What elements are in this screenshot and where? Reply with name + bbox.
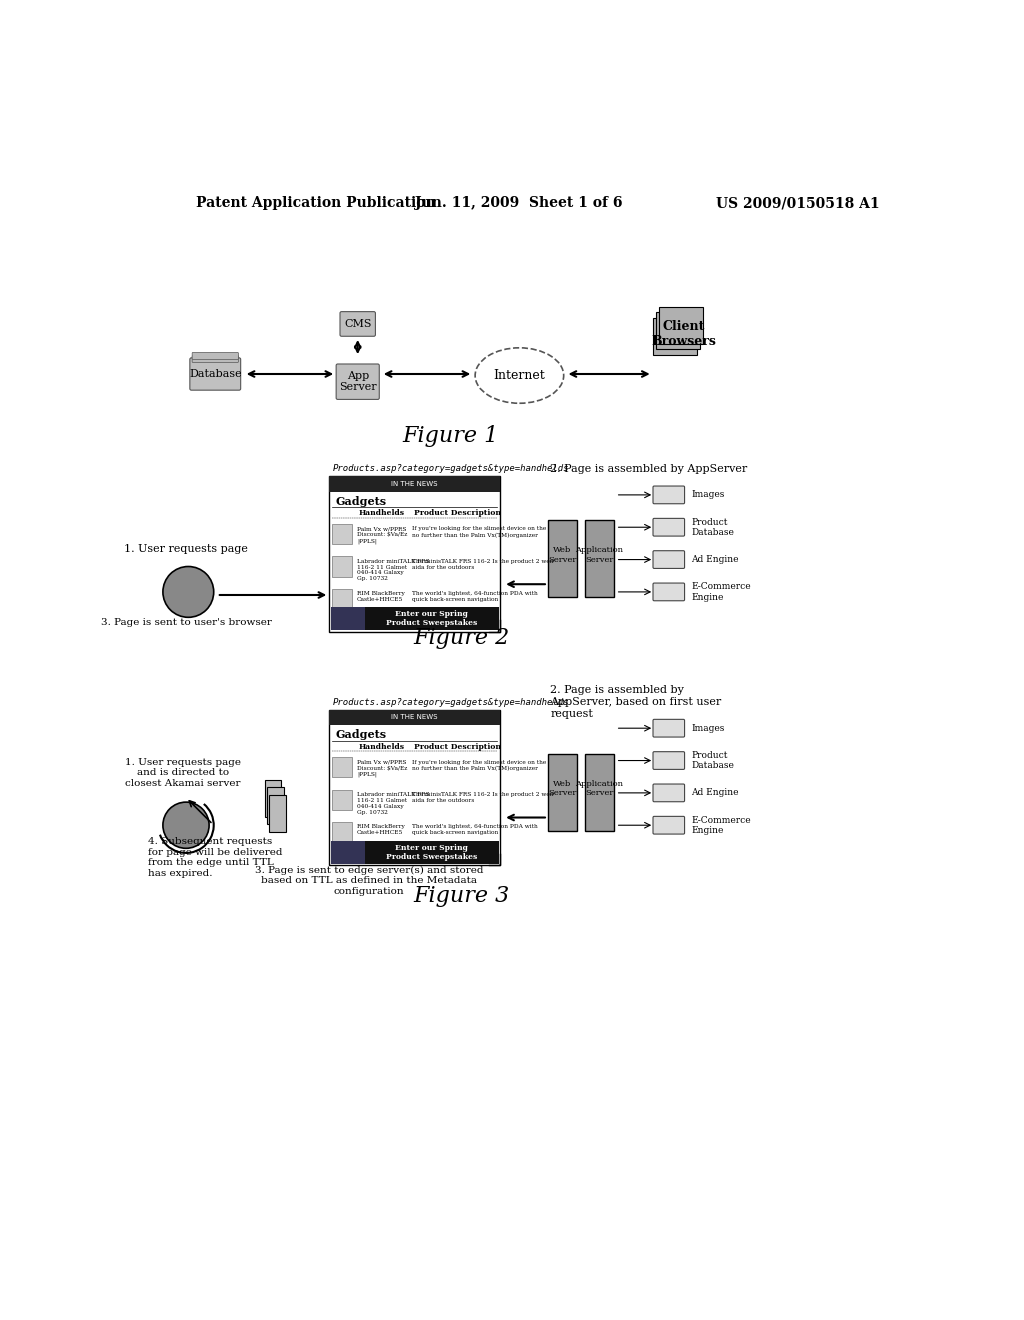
Text: Labrador miniTALK FRS
116-2 11 Galmet
040-414 Galaxy
Gp. 10732: Labrador miniTALK FRS 116-2 11 Galmet 04… <box>357 792 429 814</box>
Ellipse shape <box>475 348 563 404</box>
Text: Internet: Internet <box>494 370 546 381</box>
FancyBboxPatch shape <box>653 550 685 569</box>
Bar <box>333 524 352 544</box>
Text: 1. User requests page
and is directed to
closest Akamai server: 1. User requests page and is directed to… <box>125 758 241 788</box>
Text: Enter our Spring
Product Sweepstakes: Enter our Spring Product Sweepstakes <box>386 843 477 861</box>
Bar <box>333 589 352 609</box>
FancyBboxPatch shape <box>652 318 697 355</box>
FancyBboxPatch shape <box>658 308 703 345</box>
Text: E-Commerce
Engine: E-Commerce Engine <box>691 582 751 602</box>
Text: Handhelds: Handhelds <box>358 510 404 517</box>
Text: Jun. 11, 2009  Sheet 1 of 6: Jun. 11, 2009 Sheet 1 of 6 <box>416 197 623 210</box>
Text: If you're looking for the slimest device on the
no further than the Palm Vx(TM)o: If you're looking for the slimest device… <box>413 527 547 537</box>
Bar <box>331 841 499 863</box>
FancyBboxPatch shape <box>264 780 282 817</box>
Text: Products.asp?category=gadgets&type=handhelds: Products.asp?category=gadgets&type=handh… <box>333 465 568 473</box>
Text: Palm Vx w/PPRS
Discount: $Va/Ez
|PPLS|: Palm Vx w/PPRS Discount: $Va/Ez |PPLS| <box>357 527 408 544</box>
FancyBboxPatch shape <box>653 583 685 601</box>
FancyBboxPatch shape <box>267 788 284 825</box>
Text: Labrador miniTALK FRS
116-2 11 Galmet
040-414 Galaxy
Gp. 10732: Labrador miniTALK FRS 116-2 11 Galmet 04… <box>357 558 429 581</box>
Bar <box>331 607 365 631</box>
FancyBboxPatch shape <box>548 520 578 598</box>
Bar <box>330 710 500 866</box>
FancyBboxPatch shape <box>193 355 239 363</box>
Text: Images: Images <box>691 723 725 733</box>
Text: The world's lightest, 64-function PDA with
quick back-screen navigation: The world's lightest, 64-function PDA wi… <box>413 591 539 602</box>
Bar <box>333 789 352 810</box>
Text: IN THE NEWS: IN THE NEWS <box>391 480 438 487</box>
Bar <box>333 822 352 842</box>
Text: 2. Page is assembled by
AppServer, based on first user
request: 2. Page is assembled by AppServer, based… <box>550 685 722 718</box>
FancyBboxPatch shape <box>340 312 376 337</box>
Text: Gadgets: Gadgets <box>336 495 386 507</box>
Text: 3. Page is sent to edge server(s) and stored
based on TTL as defined in the Meta: 3. Page is sent to edge server(s) and st… <box>255 866 483 896</box>
Text: Figure 1: Figure 1 <box>402 425 499 446</box>
Bar <box>330 477 500 492</box>
FancyBboxPatch shape <box>193 359 239 366</box>
Text: US 2009/0150518 A1: US 2009/0150518 A1 <box>716 197 880 210</box>
FancyBboxPatch shape <box>189 358 241 391</box>
Text: 4. Subsequent requests
for page will be delivered
from the edge until TTL
has ex: 4. Subsequent requests for page will be … <box>147 837 282 878</box>
FancyBboxPatch shape <box>548 754 578 830</box>
Text: Patent Application Publication: Patent Application Publication <box>196 197 435 210</box>
Text: Application
Server: Application Server <box>575 546 624 564</box>
FancyBboxPatch shape <box>653 719 685 737</box>
Text: The minisTALK FRS 116-2 Is the product 2 wen
aida for the outdoors: The minisTALK FRS 116-2 Is the product 2… <box>413 558 554 570</box>
FancyBboxPatch shape <box>336 364 379 400</box>
Text: Application
Server: Application Server <box>575 780 624 797</box>
Text: IN THE NEWS: IN THE NEWS <box>391 714 438 721</box>
FancyBboxPatch shape <box>655 313 700 350</box>
Text: App
Server: App Server <box>339 371 377 392</box>
Text: Web
Server: Web Server <box>548 546 577 564</box>
FancyBboxPatch shape <box>653 751 685 770</box>
FancyBboxPatch shape <box>585 520 614 598</box>
Text: CMS: CMS <box>344 319 372 329</box>
Text: Gadgets: Gadgets <box>336 729 386 741</box>
Text: If you're looking for the slimest device on the
no further than the Palm Vx(TM)o: If you're looking for the slimest device… <box>413 760 547 771</box>
Bar <box>330 710 500 725</box>
Text: 2. Page is assembled by AppServer: 2. Page is assembled by AppServer <box>550 463 748 474</box>
Bar <box>333 758 352 777</box>
Text: Web
Server: Web Server <box>548 780 577 797</box>
FancyBboxPatch shape <box>193 352 239 359</box>
FancyBboxPatch shape <box>269 795 286 832</box>
Bar <box>330 477 500 632</box>
Circle shape <box>163 566 214 618</box>
Text: Enter our Spring
Product Sweepstakes: Enter our Spring Product Sweepstakes <box>386 610 477 627</box>
FancyBboxPatch shape <box>653 486 685 504</box>
Bar <box>333 557 352 577</box>
Text: The world's lightest, 64-function PDA with
quick back-screen navigation: The world's lightest, 64-function PDA wi… <box>413 825 539 836</box>
Text: Client
Browsers: Client Browsers <box>651 319 716 348</box>
Text: Figure 3: Figure 3 <box>414 886 510 907</box>
Text: Ad Engine: Ad Engine <box>691 556 738 564</box>
Text: The minisTALK FRS 116-2 Is the product 2 wen
aida for the outdoors: The minisTALK FRS 116-2 Is the product 2… <box>413 792 554 803</box>
Text: Product Description: Product Description <box>414 743 501 751</box>
Text: E-Commerce
Engine: E-Commerce Engine <box>691 816 751 836</box>
Bar <box>331 607 499 631</box>
Text: 3. Page is sent to user's browser: 3. Page is sent to user's browser <box>100 618 271 627</box>
Text: Products.asp?category=gadgets&type=handhelds: Products.asp?category=gadgets&type=handh… <box>333 697 568 706</box>
Text: Product
Database: Product Database <box>691 751 734 771</box>
Text: Handhelds: Handhelds <box>358 743 404 751</box>
FancyBboxPatch shape <box>653 816 685 834</box>
Bar <box>331 841 365 863</box>
Text: Product
Database: Product Database <box>691 517 734 537</box>
FancyBboxPatch shape <box>653 519 685 536</box>
Text: Database: Database <box>189 370 242 379</box>
Text: 1. User requests page: 1. User requests page <box>124 544 248 554</box>
FancyBboxPatch shape <box>585 754 614 830</box>
Text: Ad Engine: Ad Engine <box>691 788 738 797</box>
Text: RIM BlackBerry
Castle+HHCE5: RIM BlackBerry Castle+HHCE5 <box>357 825 404 836</box>
Text: RIM BlackBerry
Castle+HHCE5: RIM BlackBerry Castle+HHCE5 <box>357 591 404 602</box>
FancyBboxPatch shape <box>653 784 685 801</box>
Text: Figure 2: Figure 2 <box>414 627 510 649</box>
Text: Images: Images <box>691 491 725 499</box>
Text: Palm Vx w/PPRS
Discount: $Va/Ez
|PPLS|: Palm Vx w/PPRS Discount: $Va/Ez |PPLS| <box>357 760 408 777</box>
Text: Product Description: Product Description <box>414 510 501 517</box>
Circle shape <box>163 803 209 849</box>
